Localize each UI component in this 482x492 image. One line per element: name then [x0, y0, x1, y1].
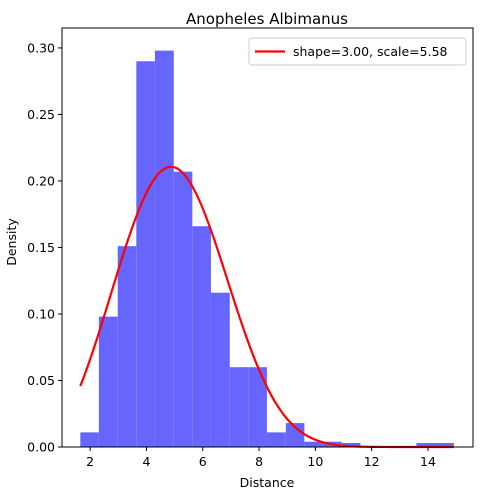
x-tick-label: 12 — [364, 454, 380, 469]
legend-box — [248, 37, 467, 66]
histogram-bar — [304, 441, 323, 447]
x-axis-label: Distance — [240, 475, 295, 490]
y-tick-label: 0.15 — [27, 240, 55, 255]
x-tick-label: 6 — [199, 454, 207, 469]
y-axis-label: Density — [4, 218, 19, 266]
y-tick-label: 0.00 — [27, 440, 55, 455]
y-tick-label: 0.30 — [27, 40, 55, 55]
y-tick-label: 0.05 — [27, 373, 55, 388]
histogram-bar — [117, 246, 137, 447]
histogram-bar — [136, 61, 155, 447]
legend: shape=3.00, scale=5.58 — [248, 37, 467, 66]
histogram-bar — [229, 367, 249, 447]
histogram-bar — [416, 443, 435, 447]
x-tick-label: 8 — [255, 454, 263, 469]
histogram-bar — [248, 367, 267, 447]
histogram-bar — [266, 432, 286, 447]
plot-frame — [61, 27, 474, 448]
histogram-bar — [285, 423, 305, 447]
histogram-bars — [80, 50, 454, 447]
y-tick-label: 0.20 — [27, 173, 55, 188]
histogram-bar — [98, 316, 118, 447]
x-tick-label: 2 — [86, 454, 94, 469]
histogram-bar — [192, 226, 211, 447]
chart-title: Anopheles Albimanus — [186, 10, 348, 28]
histogram-bar — [154, 50, 174, 447]
x-tick-label: 10 — [307, 454, 323, 469]
histogram-bar — [434, 443, 454, 447]
x-axis-ticks: 2 4 6 8 10 12 14 — [86, 447, 436, 469]
histogram-bar — [341, 443, 361, 447]
histogram-bar — [173, 171, 193, 447]
y-axis-ticks: 0.00 0.05 0.10 0.15 0.20 0.25 0.30 — [27, 40, 62, 455]
legend-entry-label: shape=3.00, scale=5.58 — [293, 44, 448, 59]
y-tick-label: 0.25 — [27, 107, 55, 122]
histogram-bar — [80, 432, 99, 447]
x-tick-label: 4 — [142, 454, 150, 469]
x-tick-label: 14 — [420, 454, 436, 469]
y-tick-label: 0.10 — [27, 306, 55, 321]
histogram-bar — [210, 292, 230, 447]
